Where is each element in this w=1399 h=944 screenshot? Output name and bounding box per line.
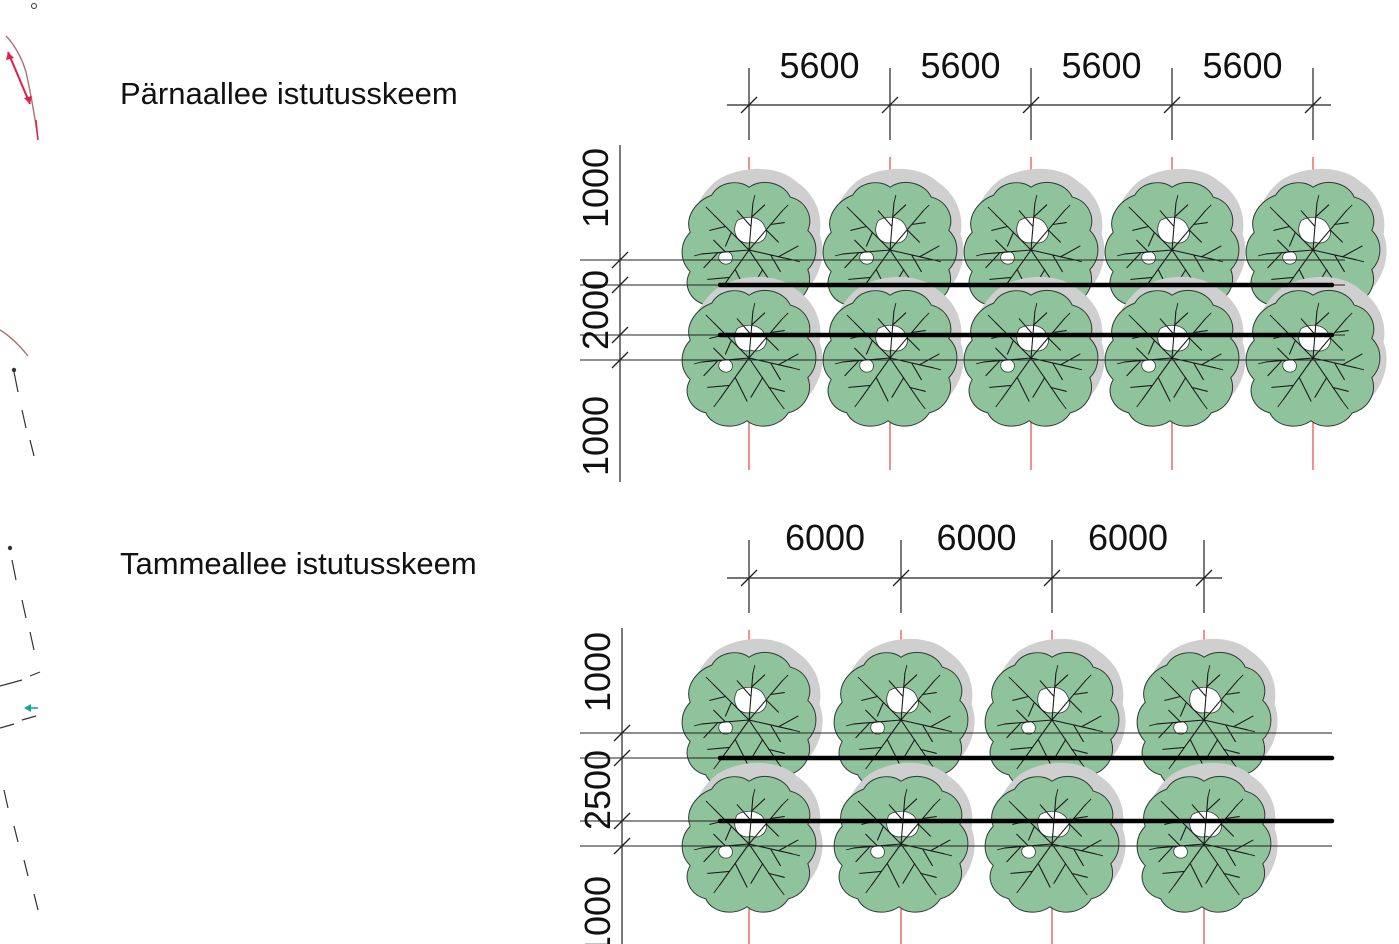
tree-crown-icon	[1136, 762, 1279, 913]
left-edge-fragment	[0, 3, 41, 911]
horizontal-dimension-label: 6000	[936, 517, 1016, 558]
vertical-dimension-label: 2500	[577, 750, 618, 830]
scheme-title-linden: Pärnaallee istutusskeem	[120, 76, 458, 111]
horizontal-dimension-label: 5600	[1061, 45, 1141, 86]
tree-crown-icon	[984, 762, 1127, 913]
vertical-dimension-label: 1000	[577, 632, 618, 712]
horizontal-dimension-label: 5600	[920, 45, 1000, 86]
vertical-dimension-label: 1000	[575, 396, 616, 476]
horizontal-dimension-label: 6000	[1088, 517, 1168, 558]
horizontal-dimension-label: 5600	[779, 45, 859, 86]
horizontal-dimension-label: 6000	[785, 517, 865, 558]
tree-crown-icon	[681, 762, 824, 913]
scheme-title-oak: Tammeallee istutusskeem	[120, 546, 477, 581]
horizontal-dimension-label: 5600	[1202, 45, 1282, 86]
tree-crown-icon	[833, 762, 976, 913]
vertical-dimension-label: 1000	[575, 148, 616, 228]
oak-avenue-scheme: 6000 6000 6000 1000 2500 1000	[577, 517, 1335, 944]
vertical-dimension-label: 2000	[575, 270, 616, 350]
linden-avenue-scheme: 5600 5600 5600 5600 1000 2000 1000	[575, 45, 1388, 482]
vertical-dimension-label: 1000	[577, 876, 618, 944]
